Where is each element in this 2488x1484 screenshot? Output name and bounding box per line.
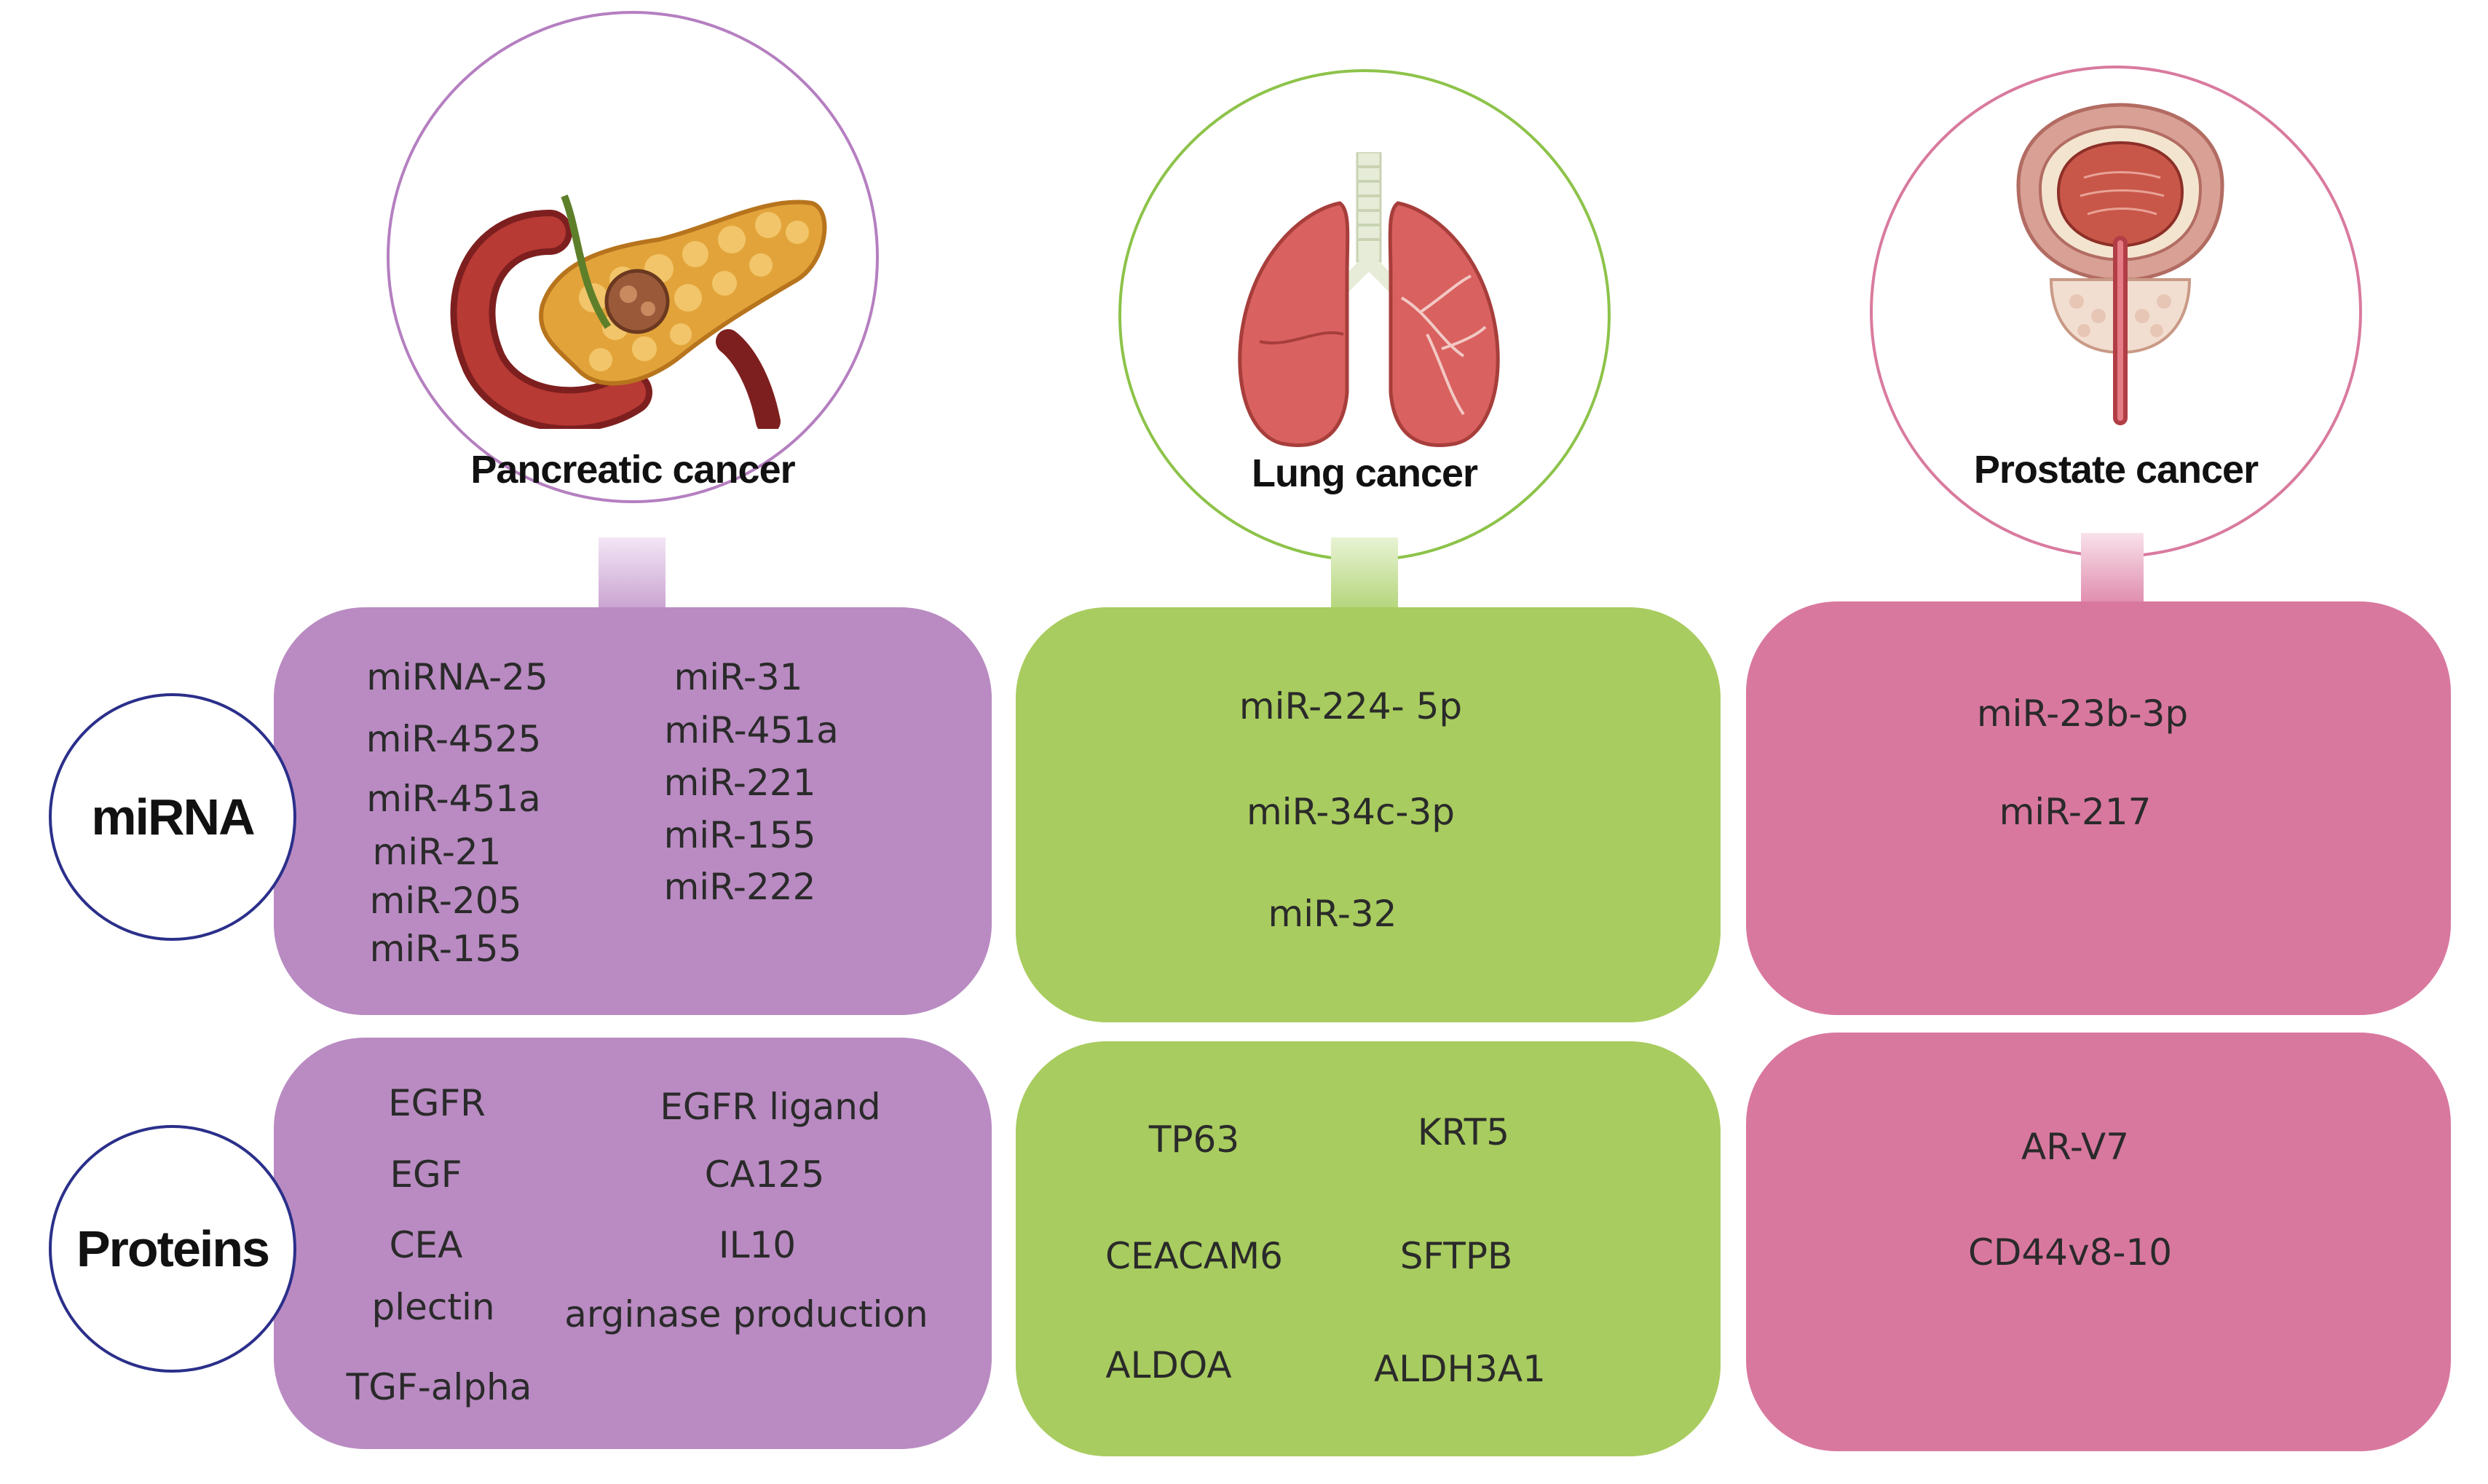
pancreatic-mirna-panel: [274, 607, 992, 1015]
lung-protein-item: ALDH3A1: [1374, 1348, 1546, 1390]
pancreatic-protein-item: EGF: [390, 1153, 462, 1196]
pancreatic-mirna-item: miR-221: [663, 762, 816, 804]
prostate-mirna-item: miR-23b-3p: [1976, 692, 2189, 735]
lung-protein-item: KRT5: [1417, 1111, 1510, 1153]
prostate-connector: [2081, 533, 2144, 606]
prostate-icon: [2016, 103, 2224, 425]
prostate-protein-item: AR-V7: [2021, 1126, 2130, 1168]
lung-protein-item: ALDOA: [1105, 1344, 1232, 1386]
lung-connector: [1331, 537, 1398, 610]
proteins-row-label-circle: Proteins: [49, 1125, 296, 1373]
pancreatic-protein-item: TGF-alpha: [346, 1366, 532, 1408]
lung-title: Lung cancer: [1251, 451, 1478, 495]
pancreatic-protein-item: IL10: [718, 1224, 797, 1266]
pancreatic-protein-item: EGFR: [388, 1082, 486, 1124]
lung-mirna-item: miR-224- 5p: [1239, 685, 1463, 727]
pancreatic-protein-item: arginase production: [564, 1293, 928, 1335]
pancreatic-protein-item: CEA: [389, 1224, 463, 1266]
pancreatic-mirna-item: miR-222: [663, 866, 816, 908]
pancreatic-connector: [599, 537, 666, 610]
prostate-proteins-panel: [1746, 1033, 2451, 1451]
prostate-protein-item: CD44v8-10: [1967, 1231, 2173, 1274]
pancreatic-mirna-item: miR-4525: [366, 718, 542, 760]
pancreatic-title: Pancreatic cancer: [470, 448, 795, 492]
prostate-mirna-item: miR-217: [1999, 791, 2152, 833]
lung-mirna-item: miR-34c-3p: [1246, 791, 1456, 833]
pancreatic-mirna-item: miR-205: [369, 880, 522, 922]
pancreatic-proteins-panel: [274, 1038, 992, 1449]
lung-protein-item: CEACAM6: [1105, 1235, 1283, 1277]
pancreatic-mirna-item: miR-21: [372, 831, 502, 873]
pancreatic-protein-item: CA125: [704, 1153, 825, 1196]
mirna-row-label: miRNA: [91, 789, 255, 845]
lung-mirna-item: miR-32: [1268, 893, 1397, 935]
prostate-organ-circle: Prostate cancer: [1870, 66, 2362, 558]
lung-proteins-panel: [1016, 1041, 1721, 1456]
mirna-row-label-circle: miRNA: [49, 693, 296, 941]
lung-mirna-panel: [1016, 607, 1721, 1022]
lungs-icon: [1238, 152, 1500, 447]
lung-protein-item: TP63: [1148, 1118, 1240, 1161]
pancreatic-mirna-item: miR-155: [369, 928, 522, 970]
proteins-row-label: Proteins: [76, 1220, 270, 1277]
pancreatic-organ-circle: Pancreatic cancer: [387, 11, 879, 503]
pancreatic-mirna-item: miRNA-25: [366, 656, 548, 698]
pancreatic-protein-item: EGFR ligand: [660, 1086, 881, 1128]
pancreatic-mirna-item: miR-31: [674, 656, 803, 698]
prostate-mirna-panel: [1746, 601, 2451, 1015]
pancreatic-mirna-item: miR-451a: [366, 778, 541, 820]
lung-protein-item: SFTPB: [1399, 1235, 1513, 1277]
pancreatic-protein-item: plectin: [371, 1286, 495, 1328]
pancreatic-mirna-item: miR-451a: [664, 709, 839, 751]
prostate-title: Prostate cancer: [1973, 448, 2259, 492]
pancreatic-mirna-item: miR-155: [663, 814, 816, 856]
pancreas-icon: [450, 194, 827, 429]
lung-organ-circle: Lung cancer: [1118, 69, 1611, 561]
